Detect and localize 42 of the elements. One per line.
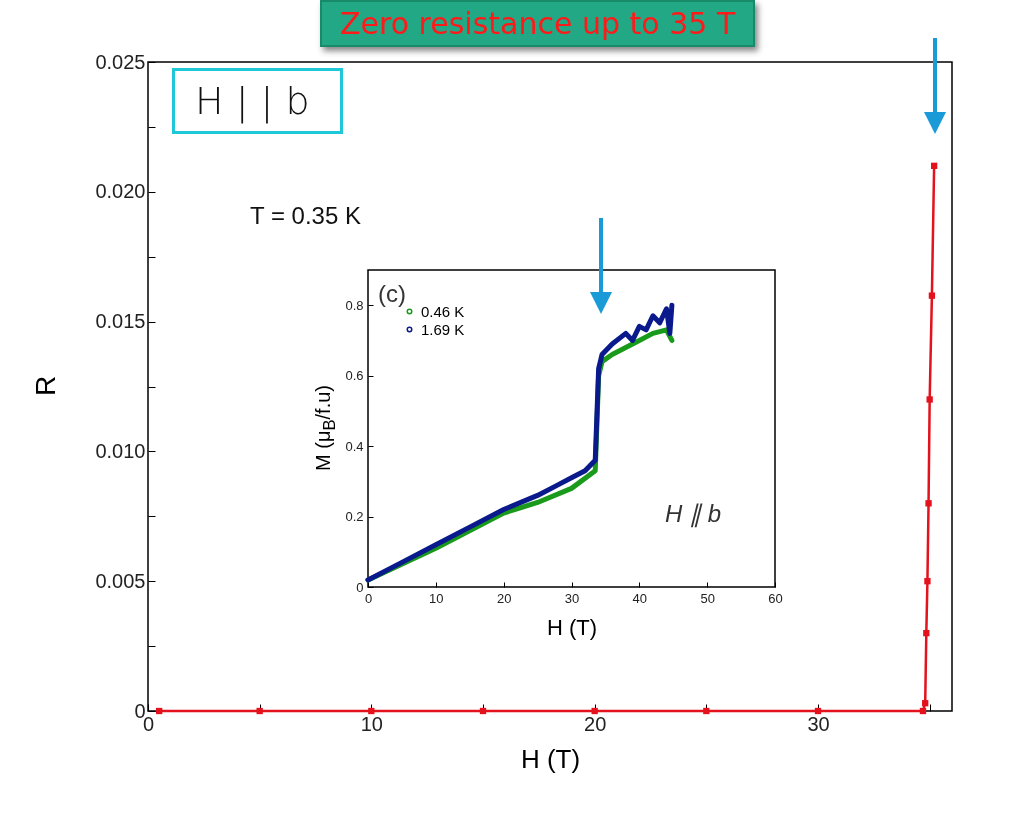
point xyxy=(926,396,933,403)
x-tick-label: 10 xyxy=(429,590,444,606)
point xyxy=(924,578,931,585)
y-tick-label: 0.010 xyxy=(95,439,146,462)
y-tick-label: 0.015 xyxy=(95,310,146,333)
x-tick-label: 30 xyxy=(807,712,830,735)
point xyxy=(922,700,929,707)
y-axis-title: R xyxy=(30,375,63,397)
y-tick-label: 0.6 xyxy=(345,368,364,384)
annotation: T = 0.35 K xyxy=(250,202,361,230)
x-tick-label: 50 xyxy=(700,590,715,606)
annotation: H | | b xyxy=(172,68,343,134)
point xyxy=(591,707,598,715)
point xyxy=(925,500,932,507)
point xyxy=(919,707,927,715)
x-tick-label: 20 xyxy=(584,712,607,735)
x-tick-label: 20 xyxy=(496,590,512,606)
point xyxy=(256,707,263,715)
point xyxy=(930,162,938,169)
point xyxy=(923,629,930,637)
y-tick-label: 0 xyxy=(356,579,364,595)
y-tick-label: 0.020 xyxy=(95,180,146,203)
x-axis-title: H (T) xyxy=(520,743,581,774)
y-tick-label: 0.8 xyxy=(345,297,364,313)
y-tick-label: 0.005 xyxy=(95,569,146,592)
annotation: H ∥ b xyxy=(665,500,722,528)
x-tick-label: 40 xyxy=(632,590,648,606)
x-tick-label: 60 xyxy=(768,590,783,606)
y-tick-label: 0.025 xyxy=(95,50,146,73)
y-tick-label: 0.4 xyxy=(345,438,364,454)
point xyxy=(156,707,163,715)
legend-label: 1.69 K xyxy=(421,320,465,338)
point xyxy=(479,707,487,715)
x-tick-label: 30 xyxy=(564,590,580,606)
annotation: (c) xyxy=(378,280,406,308)
text: Zero resistance up to 35 T xyxy=(320,0,756,47)
x-tick-label: 10 xyxy=(360,712,383,735)
point xyxy=(814,707,822,715)
x-axis-title: H (T) xyxy=(546,614,598,640)
point xyxy=(928,292,936,299)
legend-label: 0.46 K xyxy=(421,302,465,320)
y-tick-label: 0.2 xyxy=(345,509,364,525)
